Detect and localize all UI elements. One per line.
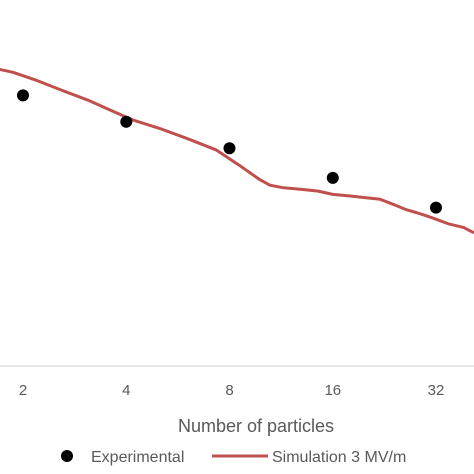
experimental-point: [223, 142, 236, 155]
legend-item-experimental: Experimental: [61, 449, 184, 466]
legend-label-experimental: Experimental: [91, 449, 184, 466]
simulation-line: [0, 67, 474, 234]
legend-label-simulation: Simulation 3 MV/m: [272, 449, 406, 466]
experimental-points: [17, 89, 442, 214]
x-tick-labels: 2 4 8 16 32: [19, 382, 445, 399]
x-axis-title: Number of particles: [178, 416, 334, 436]
x-tick-label: 8: [225, 382, 233, 399]
experimental-point: [430, 201, 442, 214]
experimental-point: [17, 89, 29, 102]
x-tick-label: 16: [324, 382, 341, 399]
x-tick-label: 2: [19, 382, 27, 399]
experimental-point: [326, 171, 339, 184]
x-tick-label: 32: [428, 382, 445, 399]
x-tick-label: 4: [122, 382, 130, 399]
plot-area: [0, 67, 474, 367]
legend: Experimental Simulation 3 MV/m: [61, 449, 406, 466]
experimental-point: [120, 115, 133, 128]
legend-item-simulation: Simulation 3 MV/m: [212, 449, 406, 466]
legend-marker-experimental: [61, 450, 73, 462]
